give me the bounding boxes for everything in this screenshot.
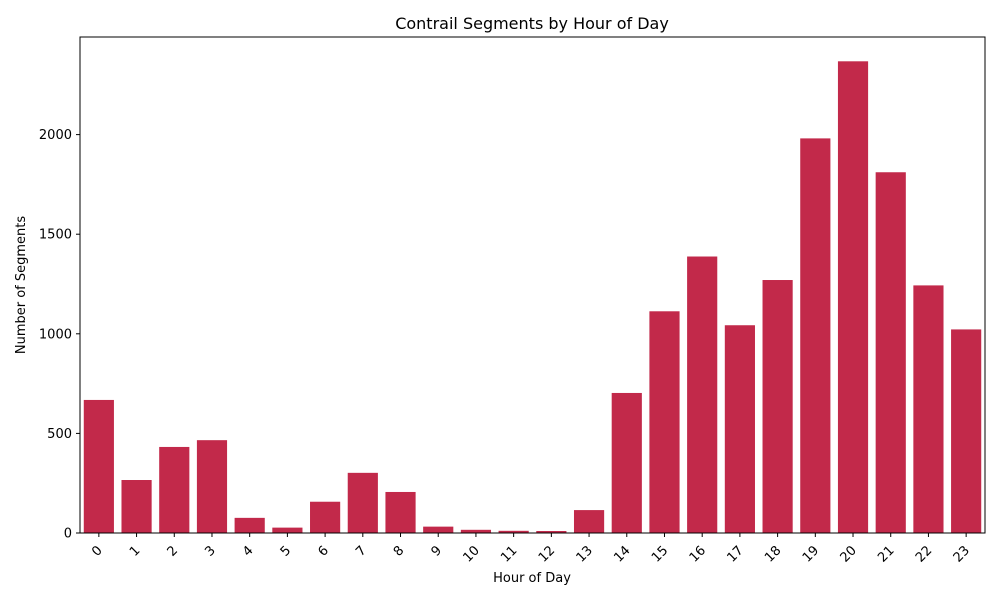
bar-hour-10 bbox=[460, 529, 492, 533]
y-tick-label: 1500 bbox=[39, 228, 72, 243]
plot-frame bbox=[79, 36, 986, 534]
x-tick-label: 4 bbox=[240, 543, 256, 559]
bar-hour-22 bbox=[913, 285, 944, 533]
x-tick-label: 7 bbox=[353, 543, 369, 559]
x-tick-label: 15 bbox=[649, 543, 671, 565]
y-axis: 0 500 1000 1500 2000 bbox=[39, 128, 80, 542]
x-tick-label: 20 bbox=[838, 543, 860, 565]
y-tick-label: 1000 bbox=[39, 327, 72, 342]
x-tick-label: 6 bbox=[315, 543, 331, 559]
x-axis: 0 1 2 3 4 5 6 7 8 9 10 11 12 13 14 15 16 17 18 19 20 21 22 23 bbox=[89, 533, 973, 566]
bar-hour-21 bbox=[875, 172, 906, 533]
x-tick-label: 11 bbox=[498, 543, 520, 565]
x-tick-label: 14 bbox=[611, 543, 633, 565]
bar-hour-11 bbox=[498, 530, 529, 533]
x-tick-label: 8 bbox=[391, 543, 407, 559]
x-tick-label: 22 bbox=[913, 543, 935, 565]
bar-hour-8 bbox=[385, 491, 416, 533]
bar-hour-6 bbox=[310, 501, 341, 533]
x-tick-label: 9 bbox=[429, 543, 445, 559]
x-tick-label: 13 bbox=[574, 543, 596, 565]
x-tick-label: 5 bbox=[278, 543, 294, 559]
x-tick-label: 1 bbox=[127, 543, 143, 559]
bar-hour-19 bbox=[800, 138, 831, 533]
bar-hour-5 bbox=[272, 527, 303, 533]
bar-hour-23 bbox=[951, 329, 982, 533]
bar-hour-12 bbox=[536, 531, 567, 533]
y-tick-label: 500 bbox=[47, 427, 72, 442]
y-axis-label: Number of Segments bbox=[14, 216, 29, 355]
y-tick-label: 2000 bbox=[39, 128, 72, 143]
bar-hour-7 bbox=[347, 472, 378, 533]
bar-hour-13 bbox=[573, 510, 605, 533]
x-tick-label: 17 bbox=[724, 543, 746, 565]
bar-hour-20 bbox=[837, 61, 869, 534]
bar-hour-14 bbox=[611, 392, 642, 533]
x-tick-label: 23 bbox=[951, 543, 973, 565]
x-tick-label: 2 bbox=[165, 543, 181, 559]
bar-hour-2 bbox=[159, 446, 190, 533]
x-tick-label: 12 bbox=[536, 543, 558, 565]
chart-title: Contrail Segments by Hour of Day bbox=[395, 14, 669, 33]
x-tick-label: 18 bbox=[762, 543, 784, 565]
x-tick-label: 3 bbox=[202, 543, 218, 559]
bars-group bbox=[83, 61, 982, 534]
bar-hour-1 bbox=[121, 480, 152, 533]
bar-hour-15 bbox=[649, 311, 680, 533]
x-tick-label: 19 bbox=[800, 543, 822, 565]
bar-hour-17 bbox=[724, 325, 755, 533]
bar-hour-0 bbox=[83, 399, 114, 533]
y-tick-label: 0 bbox=[64, 527, 72, 542]
x-axis-label: Hour of Day bbox=[493, 571, 571, 586]
bar-hour-18 bbox=[762, 280, 793, 533]
x-tick-label: 10 bbox=[460, 543, 482, 565]
x-tick-label: 0 bbox=[89, 543, 105, 559]
x-tick-label: 21 bbox=[875, 543, 897, 565]
x-tick-label: 16 bbox=[687, 543, 709, 565]
bar-hour-4 bbox=[234, 517, 265, 533]
bar-hour-9 bbox=[423, 526, 454, 533]
bar-hour-16 bbox=[687, 256, 718, 533]
bar-hour-3 bbox=[196, 440, 228, 533]
